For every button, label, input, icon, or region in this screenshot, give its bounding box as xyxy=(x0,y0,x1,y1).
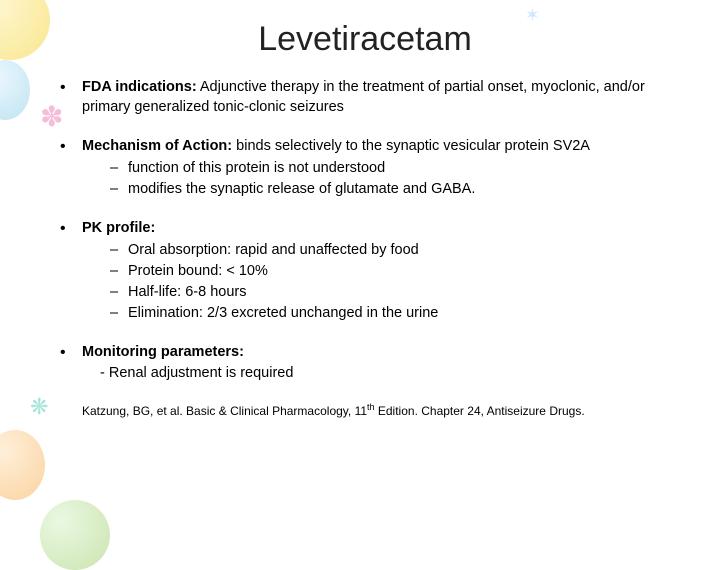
bullet-pk: PK profile: Oral absorption: rapid and u… xyxy=(60,218,680,324)
citation-text: Edition. Chapter 24, Antiseizure Drugs. xyxy=(375,404,585,418)
bullet-label: Mechanism of Action: xyxy=(82,138,232,154)
sub-item: - Renal adjustment is required xyxy=(82,363,680,384)
sub-item: function of this protein is not understo… xyxy=(110,158,680,179)
bullet-fda: FDA indications: Adjunctive therapy in t… xyxy=(60,77,680,118)
bullet-list: FDA indications: Adjunctive therapy in t… xyxy=(50,77,680,384)
citation: Katzung, BG, et al. Basic & Clinical Pha… xyxy=(50,402,680,418)
slide-title: Levetiracetam xyxy=(50,20,680,59)
bullet-label: FDA indications: xyxy=(82,79,197,95)
decoration-balloon xyxy=(40,500,110,570)
sub-item: Protein bound: < 10% xyxy=(110,261,680,282)
citation-sup: th xyxy=(367,402,375,412)
sub-list: Oral absorption: rapid and unaffected by… xyxy=(82,240,680,324)
slide-content: Levetiracetam FDA indications: Adjunctiv… xyxy=(0,0,720,428)
sub-item: Oral absorption: rapid and unaffected by… xyxy=(110,240,680,261)
citation-text: Katzung, BG, et al. Basic & Clinical Pha… xyxy=(82,404,367,418)
sub-list: function of this protein is not understo… xyxy=(82,158,680,200)
decoration-balloon xyxy=(0,430,45,500)
sub-item: Elimination: 2/3 excreted unchanged in t… xyxy=(110,303,680,324)
bullet-monitoring: Monitoring parameters: - Renal adjustmen… xyxy=(60,342,680,383)
bullet-label: PK profile: xyxy=(82,220,155,236)
bullet-text: binds selectively to the synaptic vesicu… xyxy=(232,138,590,154)
bullet-moa: Mechanism of Action: binds selectively t… xyxy=(60,136,680,200)
sub-item: Half-life: 6-8 hours xyxy=(110,282,680,303)
sub-item: modifies the synaptic release of glutama… xyxy=(110,179,680,200)
bullet-label: Monitoring parameters: xyxy=(82,344,244,360)
